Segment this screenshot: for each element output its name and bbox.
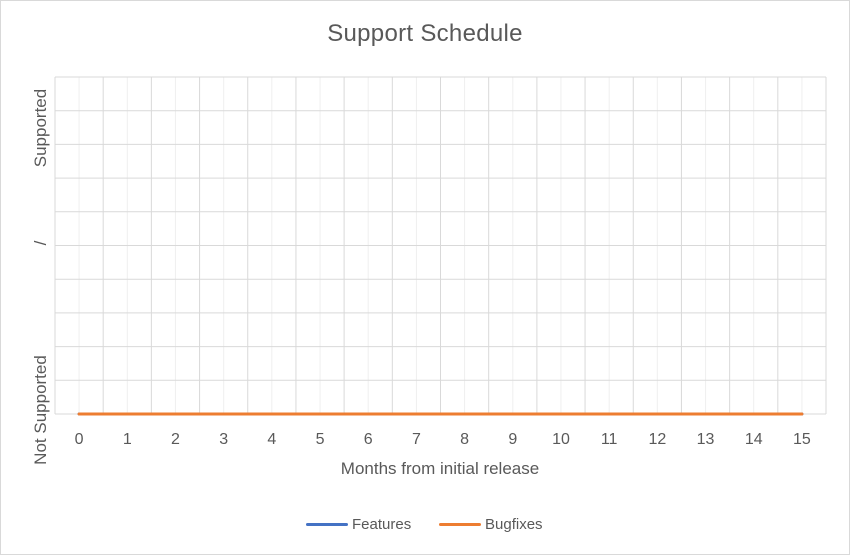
legend-swatch-features bbox=[306, 522, 348, 526]
x-tick-label: 11 bbox=[601, 431, 618, 448]
x-tick-label: 0 bbox=[75, 431, 84, 448]
x-tick-label: 13 bbox=[697, 431, 715, 448]
legend-item-features: Features bbox=[306, 514, 411, 534]
x-tick-label: 3 bbox=[219, 431, 228, 448]
x-tick-label: 5 bbox=[316, 431, 325, 448]
x-tick-label: 4 bbox=[267, 431, 276, 448]
x-tick-label: 8 bbox=[460, 431, 469, 448]
y-axis-title-slash: / bbox=[31, 240, 50, 245]
x-tick-label: 6 bbox=[364, 431, 373, 448]
x-tick-labels: 0 1 2 3 4 5 6 7 8 9 10 11 12 13 14 15 bbox=[75, 431, 811, 448]
legend-swatch-bugfixes bbox=[439, 522, 481, 526]
x-tick-label: 2 bbox=[171, 431, 180, 448]
legend-label-bugfixes: Bugfixes bbox=[485, 515, 543, 533]
x-tick-label: 14 bbox=[745, 431, 763, 448]
x-axis-title: Months from initial release bbox=[341, 459, 539, 478]
chart-title: Support Schedule bbox=[327, 20, 523, 47]
grid-major bbox=[54, 76, 827, 415]
x-tick-label: 12 bbox=[648, 431, 666, 448]
y-axis-title-not-supported: Not Supported bbox=[31, 355, 50, 465]
x-tick-label: 15 bbox=[793, 431, 811, 448]
legend-item-bugfixes: Bugfixes bbox=[439, 514, 543, 534]
x-tick-label: 7 bbox=[412, 431, 421, 448]
x-tick-label: 1 bbox=[123, 431, 132, 448]
y-axis-title: Not Supported / Supported bbox=[31, 89, 50, 465]
x-tick-label: 10 bbox=[552, 431, 570, 448]
legend: Features Bugfixes bbox=[0, 514, 850, 534]
x-tick-label: 9 bbox=[508, 431, 517, 448]
y-axis-title-supported: Supported bbox=[31, 89, 50, 167]
legend-label-features: Features bbox=[352, 515, 412, 533]
